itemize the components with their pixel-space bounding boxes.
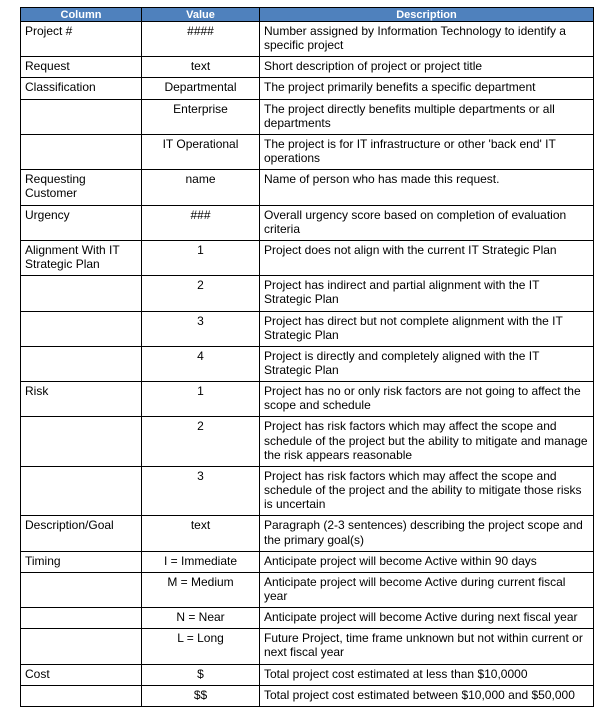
table-row: Urgency ### Overall urgency score based …	[20, 204, 594, 241]
value-cell: I = Immediate	[141, 550, 260, 573]
column-cell: Description/Goal	[20, 515, 142, 552]
table-row: Risk 1 Project has no or only risk facto…	[20, 381, 594, 418]
table-row: Timing I = Immediate Anticipate project …	[20, 550, 594, 573]
description-cell: Short description of project or project …	[259, 56, 594, 79]
table-header: Column Value Description	[20, 7, 594, 22]
description-cell: Project does not align with the current …	[259, 239, 594, 277]
table-row: 3 Project has risk factors which may aff…	[20, 465, 594, 517]
column-cell: Cost	[20, 663, 142, 686]
table-body: Project # #### Number assigned by Inform…	[20, 20, 594, 707]
column-cell: Urgency	[20, 204, 142, 241]
column-cell: Timing	[20, 550, 142, 573]
description-cell: Project has risk factors which may affec…	[259, 465, 594, 517]
column-cell	[20, 465, 142, 517]
description-cell: The project directly benefits multiple d…	[259, 98, 594, 135]
table-row: Cost $ Total project cost estimated at l…	[20, 663, 594, 686]
value-cell: ###	[141, 204, 260, 241]
value-cell: $$	[141, 684, 260, 707]
description-cell: The project primarily benefits a specifi…	[259, 77, 594, 100]
column-cell	[20, 628, 142, 665]
column-cell: Classification	[20, 77, 142, 100]
value-cell: IT Operational	[141, 133, 260, 171]
value-cell: 4	[141, 345, 260, 383]
value-cell: 1	[141, 381, 260, 418]
table-row: $$ Total project cost estimated between …	[20, 684, 594, 707]
table-row: 2 Project has indirect and partial align…	[20, 275, 594, 312]
description-cell: Anticipate project will become Active wi…	[259, 550, 594, 573]
value-cell: name	[141, 169, 260, 206]
column-cell: Requesting Customer	[20, 169, 142, 206]
value-cell: Enterprise	[141, 98, 260, 135]
value-cell: $	[141, 663, 260, 686]
column-cell	[20, 571, 142, 609]
table-row: M = Medium Anticipate project will becom…	[20, 571, 594, 609]
column-header-description: Description	[259, 7, 594, 22]
description-cell: The project is for IT infrastructure or …	[259, 133, 594, 171]
description-cell: Project has no or only risk factors are …	[259, 381, 594, 418]
column-cell	[20, 684, 142, 707]
value-cell: ####	[141, 20, 260, 58]
column-cell	[20, 310, 142, 347]
column-cell	[20, 133, 142, 171]
value-cell: N = Near	[141, 607, 260, 630]
description-cell: Anticipate project will become Active du…	[259, 607, 594, 630]
column-cell: Alignment With IT Strategic Plan	[20, 239, 142, 277]
table-row: Enterprise The project directly benefits…	[20, 98, 594, 135]
column-cell: Project #	[20, 20, 142, 58]
description-cell: Project is directly and completely align…	[259, 345, 594, 383]
table-row: Alignment With IT Strategic Plan 1 Proje…	[20, 239, 594, 277]
value-cell: 3	[141, 465, 260, 517]
table-row: N = Near Anticipate project will become …	[20, 607, 594, 630]
column-header-value: Value	[141, 7, 260, 22]
description-cell: Project has indirect and partial alignme…	[259, 275, 594, 312]
description-cell: Total project cost estimated at less tha…	[259, 663, 594, 686]
column-cell	[20, 416, 142, 467]
value-cell: M = Medium	[141, 571, 260, 609]
description-cell: Anticipate project will become Active du…	[259, 571, 594, 609]
description-cell: Project has risk factors which may affec…	[259, 416, 594, 467]
column-cell	[20, 98, 142, 135]
table-row: Project # #### Number assigned by Inform…	[20, 20, 594, 58]
table-row: 2 Project has risk factors which may aff…	[20, 416, 594, 467]
definitions-table: Column Value Description Project # #### …	[20, 7, 594, 707]
column-cell	[20, 607, 142, 630]
value-cell: 2	[141, 275, 260, 312]
value-cell: text	[141, 515, 260, 552]
description-cell: Future Project, time frame unknown but n…	[259, 628, 594, 665]
table-row: IT Operational The project is for IT inf…	[20, 133, 594, 171]
value-cell: Departmental	[141, 77, 260, 100]
description-cell: Project has direct but not complete alig…	[259, 310, 594, 347]
table-row: Classification Departmental The project …	[20, 77, 594, 100]
description-cell: Number assigned by Information Technolog…	[259, 20, 594, 58]
value-cell: 1	[141, 239, 260, 277]
description-cell: Name of person who has made this request…	[259, 169, 594, 206]
column-header-column: Column	[20, 7, 142, 22]
description-cell: Overall urgency score based on completio…	[259, 204, 594, 241]
value-cell: text	[141, 56, 260, 79]
value-cell: 2	[141, 416, 260, 467]
value-cell: 3	[141, 310, 260, 347]
table-row: Description/Goal text Paragraph (2-3 sen…	[20, 515, 594, 552]
table-row: 3 Project has direct but not complete al…	[20, 310, 594, 347]
description-cell: Total project cost estimated between $10…	[259, 684, 594, 707]
column-cell: Risk	[20, 381, 142, 418]
table-row: Requesting Customer name Name of person …	[20, 169, 594, 206]
header-row: Column Value Description	[20, 7, 594, 22]
value-cell: L = Long	[141, 628, 260, 665]
column-cell: Request	[20, 56, 142, 79]
table-row: 4 Project is directly and completely ali…	[20, 345, 594, 383]
column-cell	[20, 275, 142, 312]
column-cell	[20, 345, 142, 383]
description-cell: Paragraph (2-3 sentences) describing the…	[259, 515, 594, 552]
table-row: Request text Short description of projec…	[20, 56, 594, 79]
table-row: L = Long Future Project, time frame unkn…	[20, 628, 594, 665]
